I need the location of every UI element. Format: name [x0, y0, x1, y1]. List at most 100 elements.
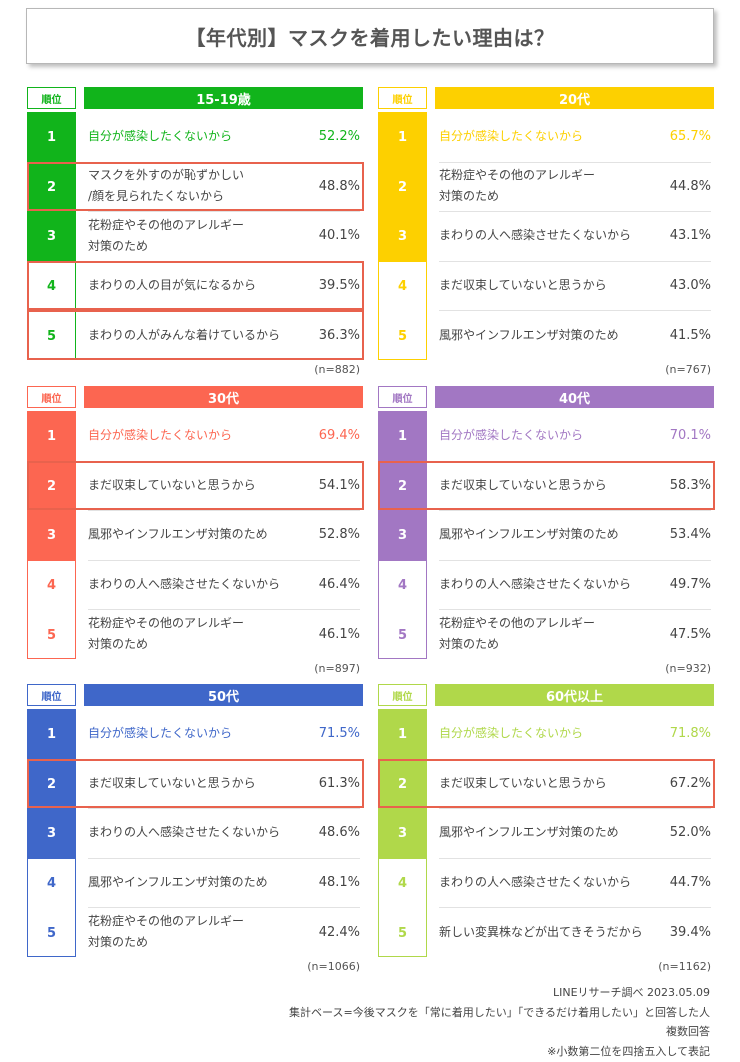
- age-group-header: 15-19歳: [84, 87, 363, 109]
- rank-header: 順位: [378, 386, 427, 408]
- percentage-value: 53.4%: [669, 527, 711, 543]
- percentage-value: 52.2%: [318, 129, 360, 145]
- percentage-value: 39.5%: [318, 278, 360, 294]
- reason-text: 自分が感染したくないから: [439, 726, 584, 741]
- rank-number: 5: [46, 328, 57, 344]
- rank-header: 順位: [27, 684, 76, 706]
- rank-header: 順位: [27, 87, 76, 109]
- sample-size: (n=897): [314, 662, 360, 675]
- rank-number: 3: [28, 809, 75, 859]
- ranking-row: 新しい変異株などが出てきそうだから 39.4%: [439, 907, 711, 957]
- reason-text: 風邪やインフルエンザ対策のため: [439, 527, 619, 542]
- reason-text: 風邪やインフルエンザ対策のため: [88, 527, 268, 542]
- sample-size: (n=1066): [307, 960, 360, 973]
- age-group-header: 30代: [84, 386, 363, 408]
- row-divider: [88, 559, 360, 561]
- percentage-value: 67.2%: [669, 775, 711, 791]
- percentage-value: 47.5%: [669, 626, 711, 642]
- percentage-value: 36.3%: [318, 327, 360, 343]
- rank-header: 順位: [378, 684, 427, 706]
- ranking-panel: 順位 15-19歳 1 2 3 4 5 自分が感染したくないから 52.2% マスクを外すのが恥ず…: [27, 87, 364, 379]
- ranking-row: まだ収束していないと思うから 54.1%: [88, 461, 360, 511]
- row-divider: [439, 211, 711, 213]
- row-divider: [88, 907, 360, 909]
- percentage-value: 70.1%: [669, 428, 711, 444]
- ranking-row: 自分が感染したくないから 71.8%: [439, 709, 711, 759]
- row-divider: [439, 808, 711, 810]
- ranking-panel: 順位 50代 1 2 3 4 5 自分が感染したくないから 71.5% まだ収束していないと思うか…: [27, 684, 364, 976]
- percentage-value: 54.1%: [318, 477, 360, 493]
- rank-number: 5: [397, 328, 408, 344]
- percentage-value: 58.3%: [669, 477, 711, 493]
- ranking-panel: 順位 60代以上 1 2 3 4 5 自分が感染したくないから 71.8% まだ収束していないと思…: [378, 684, 715, 976]
- row-divider: [88, 609, 360, 611]
- age-group-header: 50代: [84, 684, 363, 706]
- rank-number: 3: [379, 212, 426, 262]
- ranking-row: 風邪やインフルエンザ対策のため 53.4%: [439, 510, 711, 560]
- ranking-row: まわりの人がみんな着けているから 36.3%: [88, 310, 360, 360]
- reason-text: まわりの人へ感染させたくないから: [439, 228, 632, 243]
- reason-text: 自分が感染したくないから: [439, 129, 584, 144]
- reason-text: まだ収束していないと思うから: [439, 775, 607, 790]
- ranking-row: まわりの人の目が気になるから 39.5%: [88, 261, 360, 311]
- reason-text: 自分が感染したくないから: [439, 428, 584, 443]
- rank-number: 5: [46, 627, 57, 643]
- rank-number: 4: [46, 578, 57, 594]
- rank-number: 5: [397, 925, 408, 941]
- ranking-row: まわりの人へ感染させたくないから 44.7%: [439, 858, 711, 908]
- rank-number: 1: [379, 412, 426, 462]
- rank-number: 2: [28, 461, 75, 512]
- rank-number: 2: [379, 461, 426, 512]
- percentage-value: 43.0%: [669, 278, 711, 294]
- reason-text: まだ収束していないと思うから: [439, 477, 607, 492]
- row-divider: [88, 211, 360, 213]
- percentage-value: 42.4%: [318, 924, 360, 940]
- reason-text: まだ収束していないと思うから: [439, 278, 607, 293]
- percentage-value: 46.4%: [318, 577, 360, 593]
- reason-text: マスクを外すのが恥ずかしい/顔を見られたくないから: [88, 168, 245, 204]
- reason-text: 花粉症やその他のアレルギー 対策のため: [439, 168, 596, 204]
- ranking-row: 花粉症やその他のアレルギー 対策のため 40.1%: [88, 211, 360, 261]
- percentage-value: 69.4%: [318, 428, 360, 444]
- ranking-row: 花粉症やその他のアレルギー 対策のため 44.8%: [439, 162, 711, 212]
- ranking-row: まだ収束していないと思うから 43.0%: [439, 261, 711, 311]
- row-divider: [439, 161, 711, 163]
- page-title: 【年代別】マスクを着用したい理由は？: [26, 8, 714, 64]
- ranking-row: まだ収束していないと思うから 67.2%: [439, 759, 711, 809]
- ranking-row: まわりの人へ感染させたくないから 48.6%: [88, 808, 360, 858]
- rank-number: 4: [46, 279, 57, 295]
- ranking-row: 自分が感染したくないから 69.4%: [88, 411, 360, 461]
- percentage-value: 43.1%: [669, 228, 711, 244]
- reason-text: まわりの人がみんな着けているから: [88, 327, 281, 342]
- reason-text: 自分が感染したくないから: [88, 129, 233, 144]
- ranking-row: 自分が感染したくないから 52.2%: [88, 112, 360, 162]
- percentage-value: 39.4%: [669, 924, 711, 940]
- ranking-panel: 順位 20代 1 2 3 4 5 自分が感染したくないから 65.7% 花粉症やその他のアレルギー…: [378, 87, 715, 379]
- ranking-row: まだ収束していないと思うから 61.3%: [88, 759, 360, 809]
- row-divider: [439, 559, 711, 561]
- percentage-value: 48.6%: [318, 825, 360, 841]
- rank-number: 3: [28, 511, 75, 561]
- rank-header: 順位: [378, 87, 427, 109]
- percentage-value: 48.8%: [318, 178, 360, 194]
- reason-text: 自分が感染したくないから: [88, 726, 233, 741]
- footer-multi: 複数回答: [666, 1025, 710, 1038]
- percentage-value: 44.7%: [669, 875, 711, 891]
- rank-number: 1: [28, 113, 75, 163]
- reason-text: 風邪やインフルエンザ対策のため: [88, 875, 268, 890]
- ranking-row: 自分が感染したくないから 65.7%: [439, 112, 711, 162]
- reason-text: 風邪やインフルエンザ対策のため: [439, 825, 619, 840]
- ranking-row: まわりの人へ感染させたくないから 49.7%: [439, 560, 711, 610]
- row-divider: [439, 857, 711, 859]
- footer-note: ※小数第二位を四捨五入して表記: [547, 1044, 710, 1058]
- age-group-header: 40代: [435, 386, 714, 408]
- ranking-panel: 順位 40代 1 2 3 4 5 自分が感染したくないから 70.1% まだ収束していないと思うか…: [378, 386, 715, 678]
- ranking-row: 風邪やインフルエンザ対策のため 52.8%: [88, 510, 360, 560]
- rank-header: 順位: [27, 386, 76, 408]
